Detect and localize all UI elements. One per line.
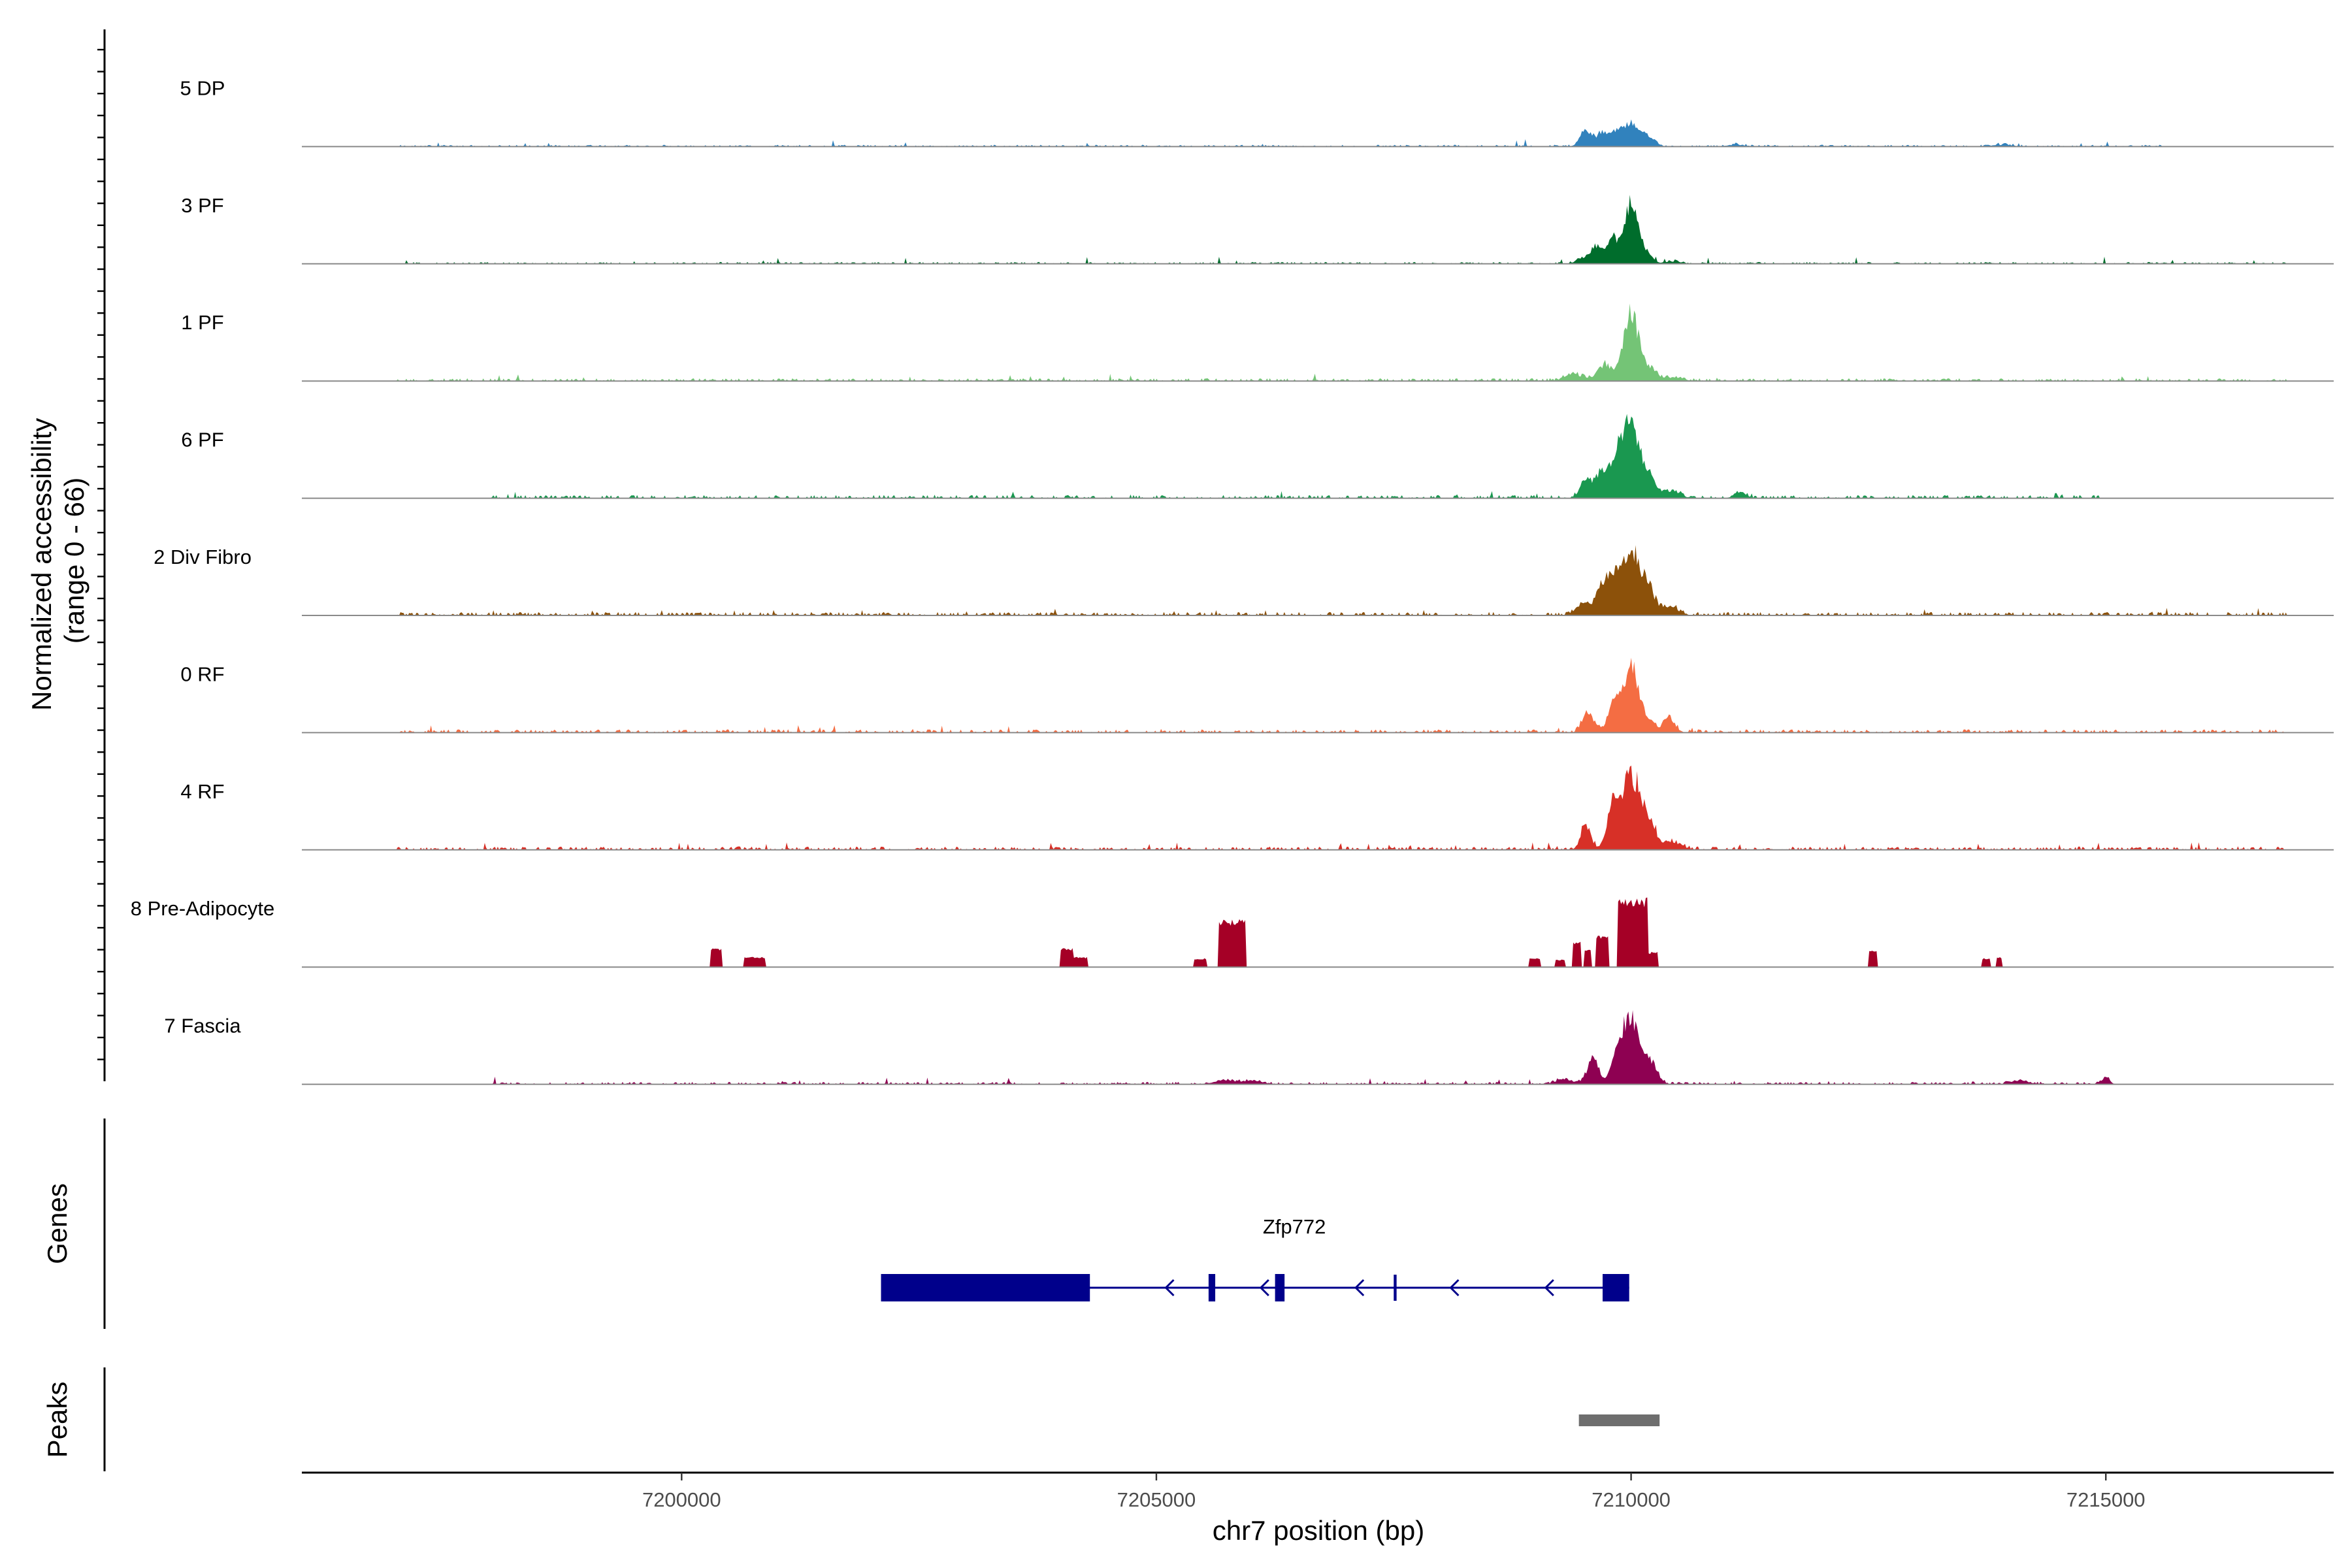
track-3-pf: 3 PF — [181, 194, 2334, 265]
strand-arrow — [1449, 1279, 1460, 1297]
track-8-pre-adipocyte: 8 Pre-Adipocyte — [131, 897, 2334, 968]
track-0-rf: 0 RF — [180, 657, 2334, 734]
strand-arrow — [1259, 1279, 1269, 1297]
gene-name: Zfp772 — [1263, 1215, 1326, 1238]
x-tick-label: 7215000 — [2066, 1488, 2146, 1511]
gene-zfp772: Zfp772 — [881, 1215, 1629, 1301]
coverage-area — [302, 303, 2334, 382]
track-5-dp: 5 DP — [180, 76, 2334, 148]
x-axis: 7200000 7205000 7210000 7215000 — [302, 1471, 2334, 1511]
coverage-tracks: 5 DP 3 PF 1 PF 6 PF 2 Div Fibro 0 RF 4 RF 8 Pre… — [131, 76, 2334, 1085]
coverage-area — [302, 897, 2334, 968]
peaks-panel-title: Peaks — [42, 1382, 73, 1458]
track-label: 0 RF — [180, 662, 224, 685]
track-label: 3 PF — [181, 194, 223, 217]
peak-region — [1578, 1414, 1660, 1426]
track-4-rf: 4 RF — [180, 765, 2334, 851]
y-axis-title-line-2: (range 0 - 66) — [59, 478, 90, 644]
y-axis-title-line-1: Normalized accessibility — [26, 418, 57, 711]
x-axis-title: chr7 position (bp) — [1213, 1515, 1425, 1546]
track-label: 8 Pre-Adipocyte — [131, 897, 275, 920]
track-1-pf: 1 PF — [181, 303, 2334, 382]
track-7-fascia: 7 Fascia — [164, 1010, 2334, 1085]
coverage-area — [302, 1010, 2334, 1085]
peak-track — [1578, 1414, 1660, 1426]
track-label: 1 PF — [181, 311, 223, 334]
strand-arrow — [1164, 1279, 1175, 1297]
gene-exon — [1602, 1274, 1629, 1301]
track-label: 5 DP — [180, 76, 225, 99]
coverage-area — [302, 765, 2334, 850]
genes-panel-title: Genes — [42, 1183, 73, 1264]
coverage-area — [302, 195, 2334, 264]
coverage-area — [302, 545, 2334, 615]
track-6-pf: 6 PF — [181, 414, 2334, 499]
gene-exon — [881, 1274, 1090, 1301]
coverage-y-axis — [97, 29, 106, 1081]
track-label: 2 Div Fibro — [154, 546, 252, 568]
coverage-area — [302, 414, 2334, 498]
gene-exon — [1275, 1274, 1285, 1301]
coverage-y-axis-title: Normalized accessibility (range 0 - 66) — [26, 410, 90, 711]
gene-exon — [1208, 1274, 1216, 1301]
strand-arrow — [1544, 1279, 1554, 1297]
track-2-div-fibro: 2 Div Fibro — [154, 545, 2334, 616]
gene-track: Zfp772 — [881, 1215, 1629, 1301]
track-label: 6 PF — [181, 429, 223, 451]
strand-arrow — [1354, 1279, 1365, 1297]
track-label: 4 RF — [180, 780, 224, 803]
coverage-area — [302, 119, 2334, 147]
x-tick-label: 7210000 — [1592, 1488, 1671, 1511]
gene-exon — [1394, 1275, 1397, 1301]
x-tick-label: 7200000 — [642, 1488, 721, 1511]
x-tick-label: 7205000 — [1117, 1488, 1196, 1511]
coverage-area — [302, 657, 2334, 733]
track-label: 7 Fascia — [164, 1015, 241, 1037]
